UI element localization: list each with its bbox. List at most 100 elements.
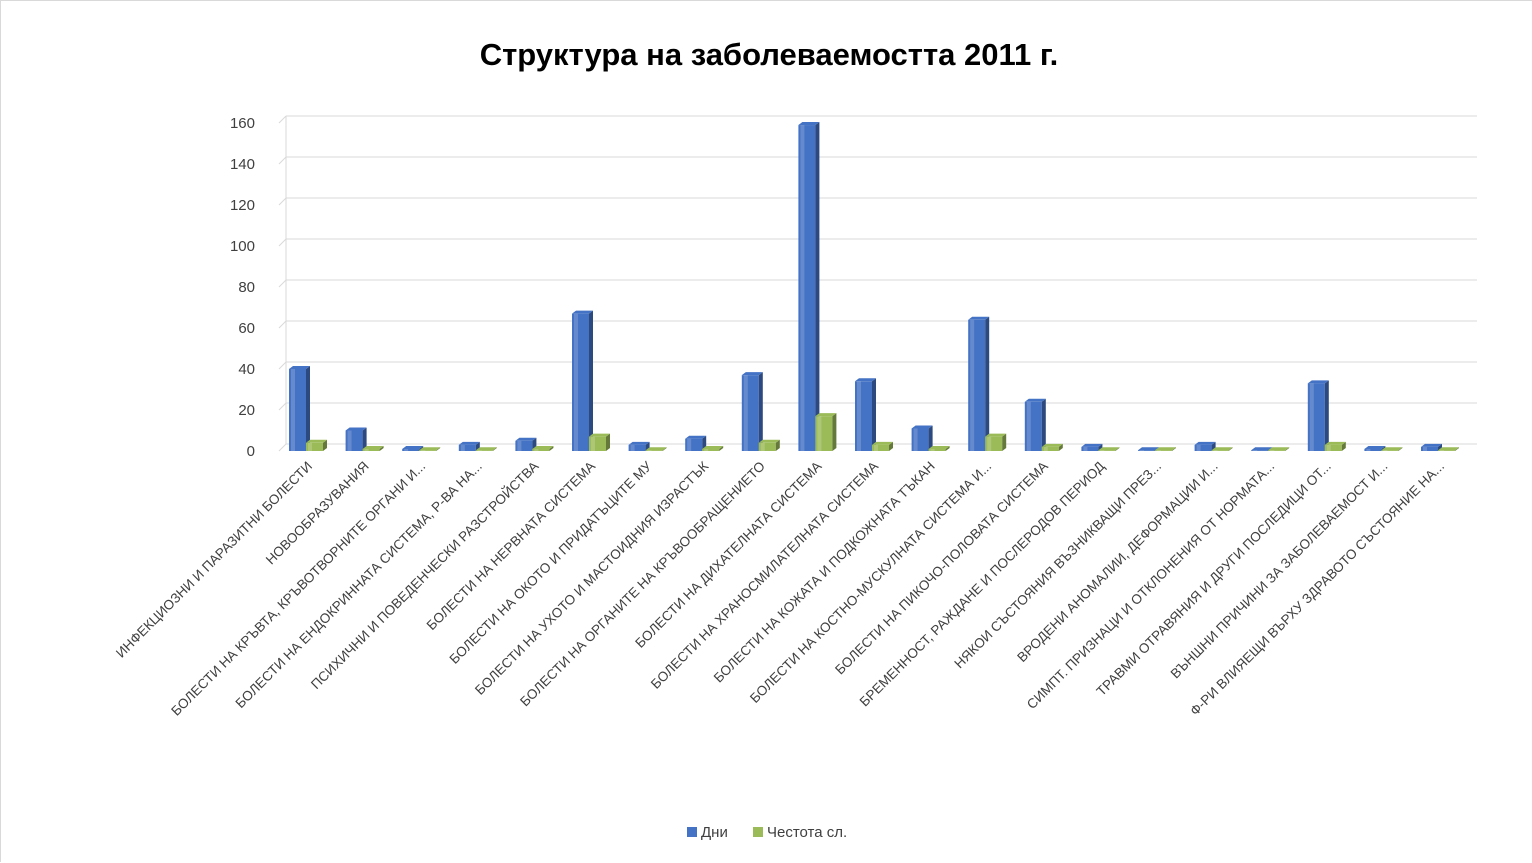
bar-top <box>685 435 707 439</box>
gridline-stub <box>278 156 287 165</box>
bar-front <box>1268 450 1286 451</box>
bar-top <box>402 445 424 449</box>
bar-highlight <box>1213 450 1218 451</box>
chart-title: Структура на заболеваемостта 2011 г. <box>480 37 1059 72</box>
bar-front <box>628 444 646 451</box>
bar-front <box>985 436 1003 451</box>
bar-front <box>1138 450 1155 451</box>
bar-top <box>1421 443 1442 447</box>
bar-front <box>475 450 493 451</box>
bar-top <box>855 378 876 382</box>
bar-side <box>1438 443 1442 451</box>
bar-highlight <box>591 436 595 451</box>
bar-highlight <box>517 440 522 451</box>
bar-side <box>1115 447 1120 451</box>
x-tick-label: НЯКОИ СЪСТОЯНИЯ ВЪЗНИКВАЩИ ПРЕЗ... <box>951 459 1164 672</box>
bar-side <box>1455 447 1459 451</box>
bar-front <box>402 448 420 451</box>
bars <box>289 122 1459 452</box>
bar-highlight <box>1026 401 1031 451</box>
bar-highlight <box>1309 383 1314 451</box>
legend-swatch <box>687 827 697 837</box>
bar-highlight <box>857 381 861 451</box>
gridline-stub <box>278 320 287 329</box>
bar-highlight <box>534 448 539 451</box>
bar-highlight <box>930 448 935 451</box>
bar-dni <box>1081 443 1103 451</box>
bar-side <box>889 441 893 451</box>
bar-side <box>1041 398 1046 451</box>
bar-side <box>549 445 554 451</box>
bar-front <box>758 442 776 451</box>
bar-highlight <box>687 438 692 451</box>
bar-highlight <box>1423 446 1427 451</box>
bar-highlight <box>1043 446 1048 451</box>
gridline-stub <box>278 115 287 124</box>
bar-front <box>872 444 889 451</box>
bar-dni <box>289 366 310 451</box>
gridline-stub <box>278 279 287 288</box>
bar-side <box>1341 441 1346 451</box>
bar-top <box>458 441 480 445</box>
bar-highlight <box>1157 450 1161 451</box>
bar-front <box>1041 446 1059 451</box>
legend: Дни Честота сл. <box>687 824 847 841</box>
bar-top <box>1155 447 1176 451</box>
gridline-stub <box>278 402 287 411</box>
bar-top <box>1138 447 1159 451</box>
bar-front <box>1155 450 1172 451</box>
bar-highlight <box>1366 448 1371 451</box>
bar-front <box>458 444 476 451</box>
bar-top <box>968 316 990 320</box>
x-tick-label: ВЪНШНИ ПРИЧИНИ ЗА ЗАБОЛЕВАЕМОСТ И... <box>1168 459 1391 682</box>
bar-chestota <box>362 445 384 451</box>
bar-top <box>515 437 537 441</box>
bar-top <box>1307 380 1329 384</box>
bar-highlight <box>913 428 918 451</box>
bar-highlight <box>760 442 765 451</box>
bar-front <box>1024 401 1042 451</box>
bar-chestota <box>475 447 497 451</box>
bar-side <box>1098 443 1103 451</box>
bar-highlight <box>1100 450 1105 451</box>
bar-top <box>985 433 1007 437</box>
bar-side <box>928 425 933 451</box>
bar-front <box>1081 446 1099 451</box>
bar-side <box>606 433 610 451</box>
bar-chestota <box>985 433 1007 451</box>
gridline-stub <box>278 361 287 370</box>
bar-top <box>1268 447 1290 451</box>
bar-top <box>589 433 610 437</box>
bar-side <box>662 447 667 451</box>
bar-dni <box>798 122 820 452</box>
bar-chestota <box>306 439 327 451</box>
bar-side <box>1058 443 1063 451</box>
bar-dni <box>345 427 367 451</box>
bar-front <box>532 448 550 451</box>
bar-front <box>1098 450 1116 451</box>
bar-side <box>589 310 593 451</box>
bar-highlight <box>1140 450 1144 451</box>
bar-highlight <box>308 442 312 451</box>
bar-dni <box>572 310 593 451</box>
bar-chestota <box>702 445 724 451</box>
bar-front <box>589 436 606 451</box>
gridline-stub <box>278 443 287 452</box>
x-tick-label: БОЛЕСТИ НА ОКОТО И ПРИДАТЪЦИТЕ МУ <box>447 458 655 666</box>
bar-chestota <box>1268 447 1290 451</box>
bar-highlight <box>574 313 578 451</box>
y-tick-label: 80 <box>238 279 255 296</box>
bar-top <box>798 122 820 126</box>
bar-highlight <box>291 369 295 451</box>
bar-chestota <box>1324 441 1346 451</box>
bar-highlight <box>970 319 975 451</box>
bar-highlight <box>1253 450 1258 451</box>
bar-front <box>345 430 363 451</box>
y-tick-label: 20 <box>238 402 255 419</box>
bar-top <box>306 439 327 443</box>
bar-top <box>1381 447 1403 451</box>
bar-top <box>1324 441 1346 445</box>
bar-top <box>572 310 593 314</box>
bar-side <box>362 427 367 451</box>
